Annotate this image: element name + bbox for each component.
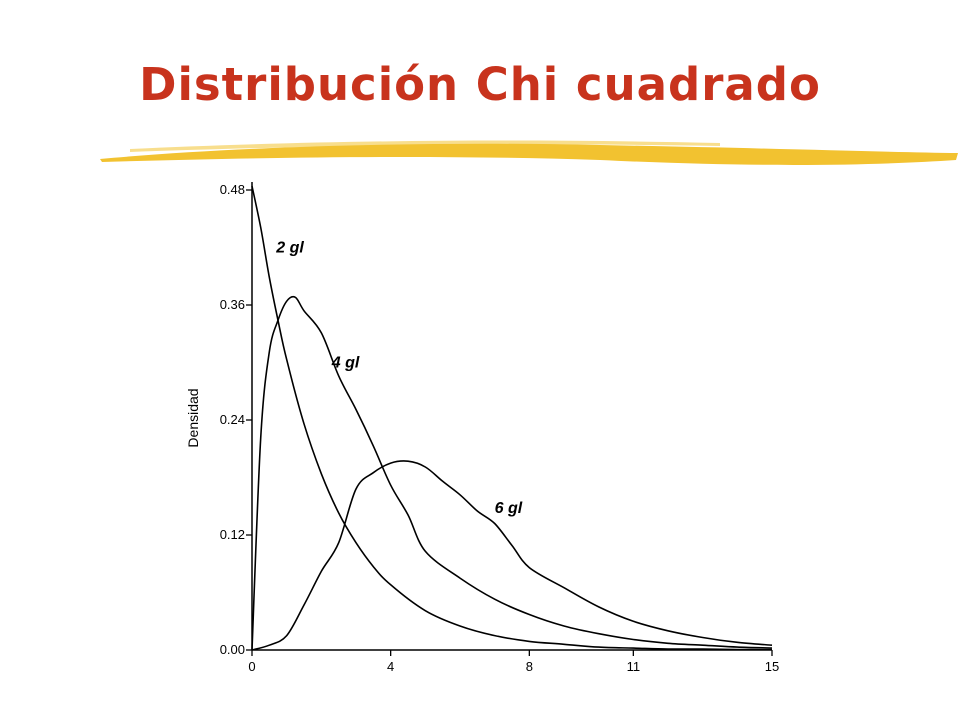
y-tick-label: 0.00 <box>220 642 245 657</box>
y-tick-label: 0.24 <box>220 412 245 427</box>
plot-axes <box>251 182 772 651</box>
highlighter-stroke <box>100 143 958 165</box>
x-tick-label: 4 <box>387 659 394 674</box>
y-axis-label: Densidad <box>185 388 201 447</box>
x-ticks: 0 4 8 11 15 <box>248 650 779 674</box>
x-tick-label: 15 <box>765 659 779 674</box>
highlighter-streak <box>130 140 720 152</box>
slide-title: Distribución Chi cuadrado <box>139 58 821 111</box>
curve-3 <box>251 460 773 651</box>
y-tick-label: 0.36 <box>220 297 245 312</box>
curve-label: 6 gl <box>495 500 523 517</box>
density-curves <box>251 185 773 651</box>
y-tick-label: 0.48 <box>220 182 245 197</box>
curve-2 <box>251 295 773 651</box>
curve-1 <box>251 185 773 651</box>
curve-label: 4 gl <box>331 354 360 371</box>
curve-labels: 2 gl 4 gl 6 gl <box>275 239 523 517</box>
y-ticks: 0.00 0.12 0.24 0.36 0.48 <box>220 182 252 657</box>
x-tick-label: 11 <box>627 659 641 674</box>
curve-label: 2 gl <box>275 239 304 256</box>
y-tick-label: 0.12 <box>220 527 245 542</box>
x-tick-label: 8 <box>526 659 533 674</box>
x-tick-label: 0 <box>248 659 255 674</box>
